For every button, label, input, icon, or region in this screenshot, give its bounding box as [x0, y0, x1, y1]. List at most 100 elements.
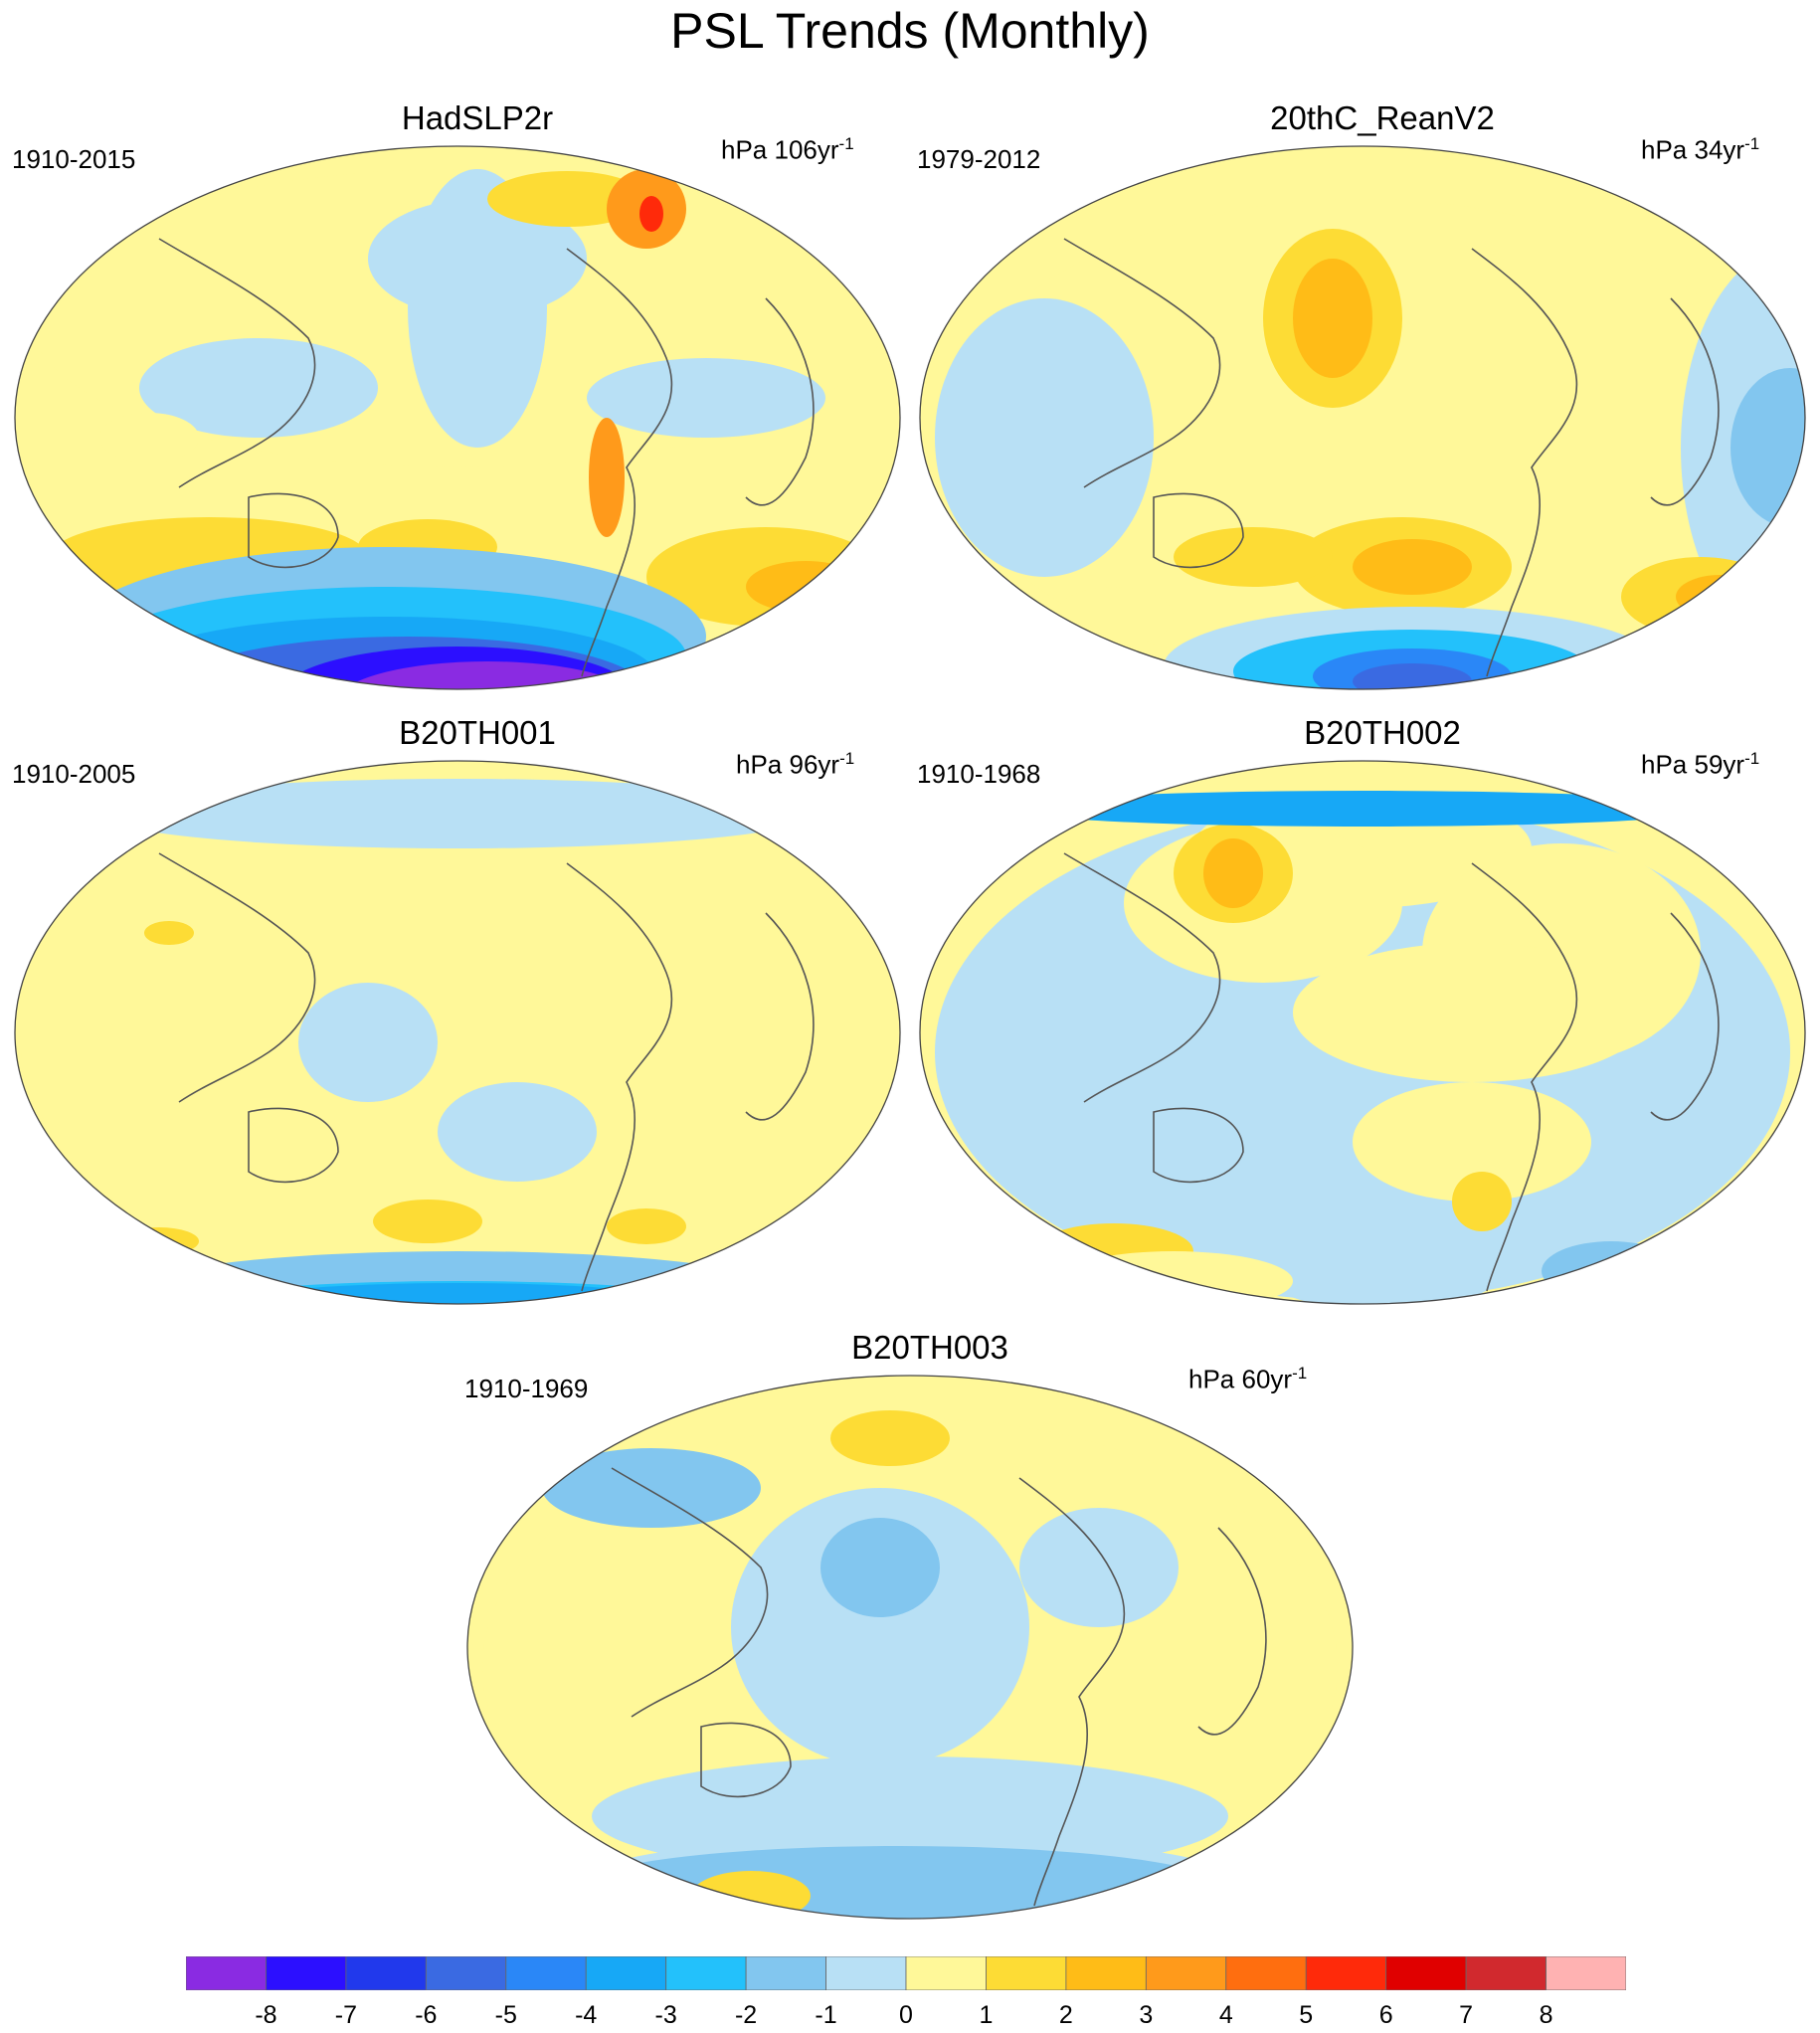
contour-region	[144, 921, 194, 945]
contour-region	[373, 1200, 482, 1243]
coastline	[248, 1107, 339, 1184]
contour-region	[1452, 1172, 1512, 1231]
panel-title: 20thC_ReanV2	[1270, 99, 1495, 136]
coastline	[745, 297, 815, 506]
colorbar-swatch	[1225, 1956, 1307, 1990]
panel-title: B20TH002	[1304, 714, 1461, 751]
contour-region	[935, 298, 1154, 577]
contour-region	[119, 1227, 199, 1255]
contour-region	[1353, 663, 1472, 689]
contour-region	[639, 196, 663, 232]
contour-region	[438, 1082, 597, 1182]
panel-units: hPa 59yr-1	[1641, 749, 1760, 780]
colorbar-tick-label: 1	[979, 2001, 994, 2029]
contour-region	[1099, 1911, 1159, 1919]
colorbar-tick-label: 0	[899, 2001, 913, 2029]
colorbar-swatch	[505, 1956, 587, 1990]
contour-region	[1054, 587, 1174, 647]
contour-region	[1019, 1508, 1179, 1627]
coastline	[158, 852, 316, 1103]
contour-region	[589, 418, 625, 537]
colorbar-swatch	[986, 1956, 1067, 1990]
coastline	[1197, 1527, 1267, 1736]
panel-title: B20TH003	[851, 1329, 1008, 1366]
colorbar-swatch	[425, 1956, 507, 1990]
panel-title: B20TH001	[399, 714, 556, 751]
contour-region	[1293, 259, 1372, 378]
coastline	[158, 238, 316, 488]
coastline	[1471, 248, 1578, 677]
panel-units: hPa 106yr-1	[721, 134, 854, 165]
panel-title: HadSLP2r	[401, 99, 554, 136]
coastline	[1063, 852, 1221, 1103]
contour-region	[1174, 527, 1333, 587]
colorbar-swatch	[1145, 1956, 1227, 1990]
contour-region	[830, 1410, 950, 1466]
coastline	[611, 1467, 769, 1718]
coastline	[1153, 1107, 1244, 1184]
contour-region	[408, 169, 547, 448]
colorbar-tick-label: -5	[494, 2001, 517, 2029]
panel-b20th001: B20TH001 1910-2005 hPa 96yr-1	[10, 714, 905, 1321]
colorbar-swatch	[1385, 1956, 1467, 1990]
colorbar	[186, 1956, 1626, 1990]
map-hadslp2r	[14, 145, 901, 690]
contour-region	[1203, 838, 1263, 908]
colorbar-tick-label: -7	[334, 2001, 357, 2029]
colorbar-tick-label: 8	[1539, 2001, 1553, 2029]
panel-hadslp2r: HadSLP2r 1910-2015 hPa 106yr-1	[10, 99, 905, 706]
contour-region	[199, 1283, 716, 1304]
contour-region	[487, 171, 646, 227]
panel-period: 1910-1969	[464, 1374, 589, 1403]
contour-region	[20, 764, 895, 1301]
contour-region	[99, 779, 816, 848]
coastline	[566, 248, 673, 677]
coastline	[1063, 238, 1221, 488]
colorbar-swatch	[1465, 1956, 1547, 1990]
contour-region	[1054, 1251, 1293, 1304]
colorbar-swatch	[585, 1956, 667, 1990]
panel-period: 1910-1968	[917, 759, 1041, 789]
coastline	[1650, 912, 1720, 1121]
contour-region	[1004, 791, 1721, 827]
contour-region	[522, 1876, 681, 1919]
contour-region	[691, 1871, 811, 1919]
coastline	[1471, 862, 1578, 1292]
map-b20th003	[466, 1375, 1354, 1920]
coastline	[700, 1722, 792, 1798]
contour-region	[542, 1448, 761, 1528]
colorbar-swatch	[665, 1956, 747, 1990]
panel-units: hPa 96yr-1	[736, 749, 855, 780]
colorbar-swatch	[266, 1956, 347, 1990]
colorbar-tick-label: 5	[1299, 2001, 1314, 2029]
panel-units: hPa 34yr-1	[1641, 134, 1760, 165]
contour-region	[298, 983, 438, 1102]
contour-region	[1621, 557, 1780, 637]
coastline	[566, 862, 673, 1292]
map-b20th001	[14, 760, 901, 1305]
colorbar-tick-label: -1	[815, 2001, 837, 2029]
contour-region	[1353, 539, 1472, 595]
contour-region	[1676, 575, 1765, 619]
contour-region	[139, 338, 378, 438]
colorbar-tick-label: 7	[1459, 2001, 1474, 2029]
contour-region	[1730, 368, 1805, 527]
contour-region	[99, 413, 199, 462]
colorbar-tick-label: -4	[575, 2001, 598, 2029]
panel-b20th002: B20TH002 1910-1968 hPa 59yr-1	[915, 714, 1810, 1321]
panel-units: hPa 60yr-1	[1188, 1364, 1308, 1394]
map-b20th002	[919, 760, 1806, 1305]
coastline	[1650, 297, 1720, 506]
colorbar-tick-label: 4	[1218, 2001, 1233, 2029]
coastline	[745, 912, 815, 1121]
colorbar-tick-label: 2	[1058, 2001, 1073, 2029]
contour-region	[1293, 943, 1651, 1082]
contour-region	[820, 1518, 940, 1617]
contour-region	[731, 1488, 1029, 1766]
panel-b20th003: B20TH003 1910-1969 hPa 60yr-1	[462, 1329, 1358, 1936]
colorbar-swatch	[1546, 1956, 1626, 1990]
colorbar-swatch	[825, 1956, 907, 1990]
colorbar-tick-label: -2	[734, 2001, 758, 2029]
contour-region	[1542, 1241, 1681, 1301]
coastline	[248, 492, 339, 569]
